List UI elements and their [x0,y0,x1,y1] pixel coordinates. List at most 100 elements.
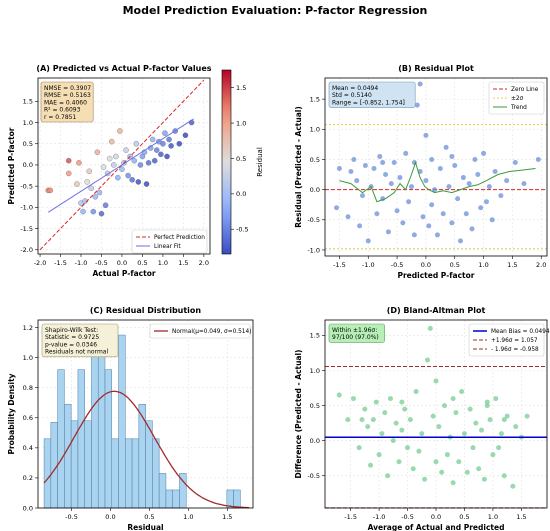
figure-title: Model Prediction Evaluation: P-factor Re… [123,4,428,17]
data-point [493,396,499,402]
data-point [456,459,462,465]
data-point [368,462,374,468]
stats-line: Mean = 0.0494 [332,85,378,92]
y-tick-label: 1.0 [23,354,33,362]
data-point [410,466,416,472]
y-tick-label: 1.5 [310,332,320,340]
y-tick-label: 0.0 [23,161,33,169]
x-tick-label: -0.5 [391,261,404,269]
data-point [461,431,467,437]
data-point [129,177,135,183]
data-point [430,413,436,419]
data-point [362,406,368,412]
stats-box [40,81,94,123]
histogram-bar [131,438,140,509]
x-tick-label: -0.5 [401,513,414,521]
panel-title: (A) Predicted vs Actual P-factor Values [36,64,211,73]
stats-line: 97/100 (97.0%) [332,334,379,341]
trend-line [339,160,536,203]
data-point [498,193,504,199]
histogram-bar [233,489,241,509]
data-point [481,150,487,156]
panel-d: -1.5 -1.0 -0.5 0.0 0.5 1.0 1.5 -0.5 0.0 0.5 1.0 1.5… [294,306,550,531]
data-point [433,459,439,465]
x-tick-label: 2.0 [536,261,546,269]
data-point [168,143,174,149]
plot-frame [37,319,254,509]
data-point [460,175,466,181]
data-point [370,417,376,423]
x-tick-label: 0.5 [450,261,460,269]
data-point [182,132,189,139]
data-point [102,202,109,208]
x-tick-label: 0.5 [137,259,147,267]
data-point [489,217,495,223]
legend-label: Zero Line [511,87,539,93]
data-point [362,162,368,168]
y-axis-label: Difference (Predicted - Actual) [294,350,303,479]
data-point [487,417,493,423]
y-tick-label: 0.6 [23,414,33,422]
x-tick-label: 1.0 [478,261,488,269]
data-point [356,445,362,451]
data-point [464,469,470,475]
data-point [65,157,72,164]
data-point [496,445,502,451]
stats-line: RMSE = 0.5163 [44,92,91,99]
data-point [385,473,391,479]
histogram-bar [152,438,160,509]
data-point [113,153,119,160]
colorbar-label: Residual [256,147,264,177]
data-point [396,459,402,465]
y-tick-label: 0.5 [310,402,320,410]
data-point [426,223,432,229]
y-tick-label: 0.5 [23,140,33,148]
colorbar-tick-label: 1.0 [236,119,246,127]
y-tick-label: 1.2 [23,324,33,332]
y-tick-label: 0.4 [23,444,33,452]
data-point [413,389,419,395]
data-point [417,81,423,87]
histogram-bar [84,420,92,509]
data-point [133,140,140,147]
normal-fit-curve [43,390,250,509]
data-point [137,162,144,168]
data-point [470,445,476,451]
data-point [391,159,397,165]
data-point [84,179,90,185]
y-tick-label: -0.5 [307,472,320,480]
data-point [65,170,72,177]
stats-line: Std = 0.5140 [332,92,372,99]
data-point [450,480,456,486]
data-point [131,157,137,164]
y-axis-label: Probability Density [7,373,16,454]
data-point [390,438,396,444]
data-point [439,469,445,475]
stats-line: Statistic = 0.9725 [45,334,99,341]
data-point [484,403,490,409]
data-point [373,399,379,405]
data-point [158,151,164,158]
histogram-bar [104,369,113,509]
data-point [164,153,170,160]
data-point [434,232,440,238]
data-point [76,160,82,166]
data-point [385,229,391,235]
x-axis-label: Residual [127,523,163,531]
x-tick-label: -1.0 [362,261,375,269]
data-point [406,199,412,205]
y-tick-label: -0.5 [307,216,320,224]
data-point [408,184,414,190]
data-point [411,232,417,238]
data-point [437,166,443,172]
data-point [429,202,435,208]
data-point [350,396,356,402]
stats-line: NMSE = 0.3907 [44,85,91,92]
data-point [336,392,342,398]
data-point [483,199,489,205]
legend-label: Trend [510,105,527,111]
stats-line: Range = [-0.852, 1.754] [332,99,405,106]
y-tick-label: 1.0 [310,126,320,134]
x-tick-label: -1.5 [54,259,67,267]
